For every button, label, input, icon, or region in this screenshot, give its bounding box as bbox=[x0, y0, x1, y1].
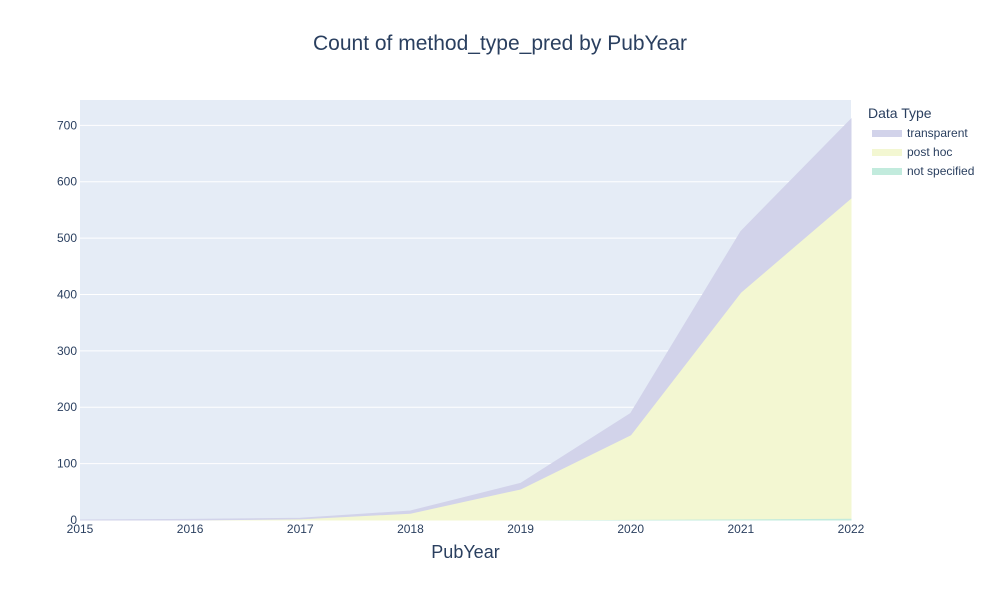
y-tick-label: 600 bbox=[57, 175, 77, 189]
x-tick-label: 2022 bbox=[838, 522, 865, 536]
y-tick-label: 100 bbox=[57, 457, 77, 471]
x-tick-label: 2021 bbox=[728, 522, 755, 536]
x-tick-label: 2016 bbox=[177, 522, 204, 536]
area-series bbox=[79, 117, 852, 521]
x-tick-labels: 2015 2016 2017 2018 2019 2020 2021 2022 bbox=[67, 522, 865, 536]
x-tick-label: 2015 bbox=[67, 522, 94, 536]
x-tick-label: 2019 bbox=[507, 522, 534, 536]
legend-swatch bbox=[872, 168, 902, 175]
y-tick-label: 0 bbox=[70, 513, 77, 527]
y-tick-labels: 0 100 200 300 400 500 600 700 bbox=[57, 118, 77, 527]
x-axis-title: PubYear bbox=[431, 542, 499, 562]
legend-swatch bbox=[872, 149, 902, 156]
x-tick-label: 2020 bbox=[617, 522, 644, 536]
grid-lines bbox=[80, 124, 851, 465]
legend-item-not-specified[interactable]: not specified bbox=[872, 164, 974, 178]
y-tick-label: 200 bbox=[57, 400, 77, 414]
legend-label: post hoc bbox=[907, 145, 952, 159]
y-tick-label: 400 bbox=[57, 287, 77, 301]
legend-item-post-hoc[interactable]: post hoc bbox=[872, 145, 952, 159]
legend-label: not specified bbox=[907, 164, 974, 178]
y-tick-label: 700 bbox=[57, 118, 77, 132]
legend-swatch bbox=[872, 130, 902, 137]
x-tick-label: 2018 bbox=[397, 522, 424, 536]
y-tick-label: 500 bbox=[57, 231, 77, 245]
area-transparent bbox=[79, 117, 852, 521]
legend-item-transparent[interactable]: transparent bbox=[872, 126, 968, 140]
chart-title: Count of method_type_pred by PubYear bbox=[313, 32, 687, 55]
legend-title: Data Type bbox=[868, 105, 932, 121]
legend[interactable]: Data Type transparent post hoc not specifi… bbox=[868, 105, 974, 178]
y-tick-label: 300 bbox=[57, 344, 77, 358]
x-tick-label: 2017 bbox=[287, 522, 314, 536]
legend-label: transparent bbox=[907, 126, 968, 140]
